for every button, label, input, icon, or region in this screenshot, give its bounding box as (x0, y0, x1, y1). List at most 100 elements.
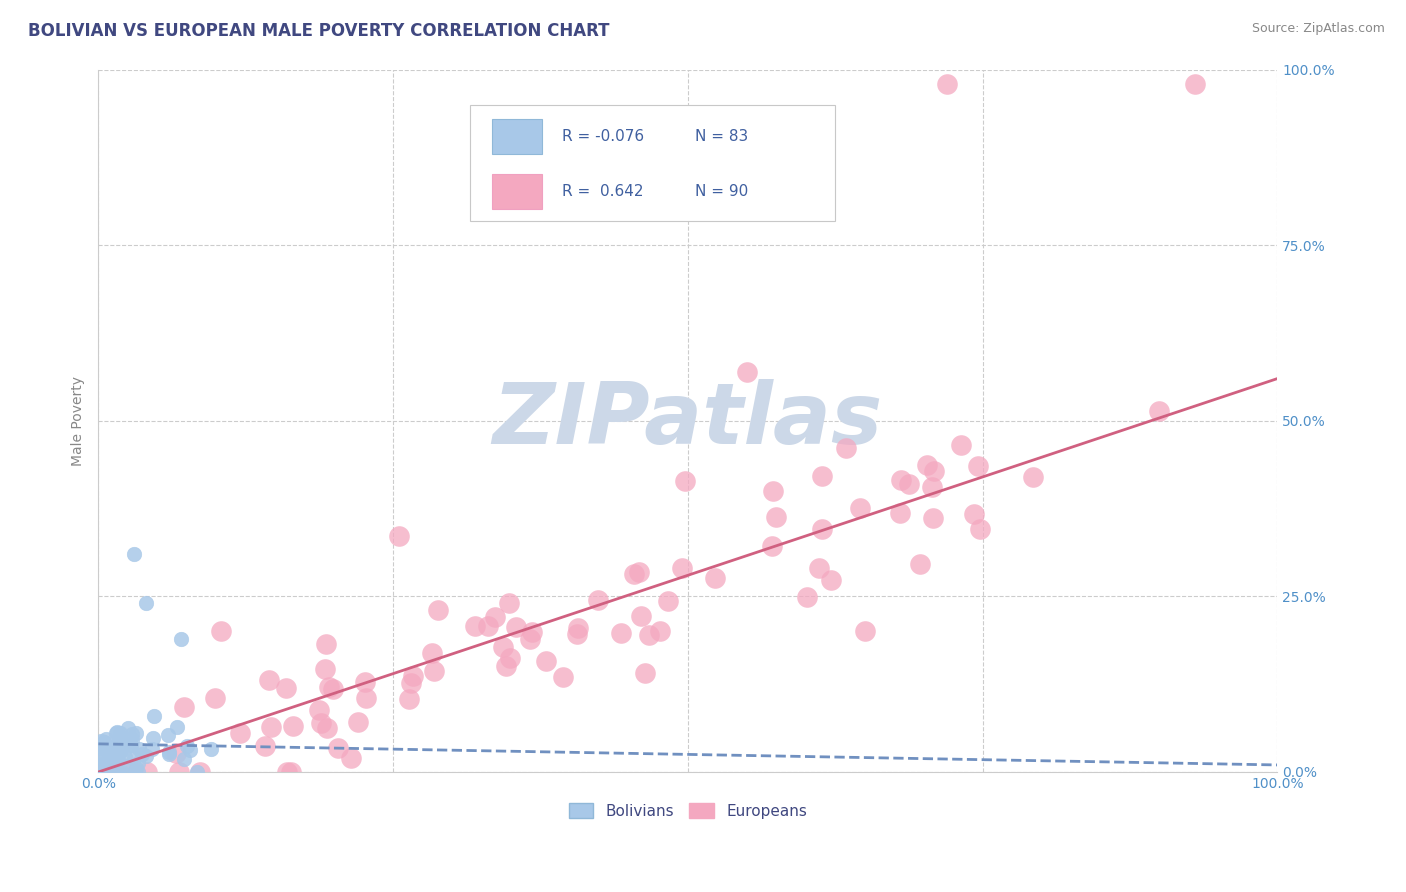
Point (101, 740, 124, 755)
Point (124, 764, 146, 779)
Point (170, 632, 193, 646)
Point (921, 511, 943, 525)
Point (89, 760, 111, 774)
Point (921, 480, 943, 494)
Point (166, 721, 188, 735)
Point (91, 760, 114, 774)
Point (567, 621, 589, 635)
Point (703, 571, 725, 585)
Point (135, 749, 157, 764)
Point (143, 709, 166, 723)
FancyBboxPatch shape (492, 119, 541, 153)
Point (173, 752, 195, 766)
Text: ZIPatlas: ZIPatlas (492, 379, 883, 462)
Point (586, 593, 609, 607)
Point (176, 739, 198, 754)
Point (354, 675, 377, 690)
Point (1147, 404, 1170, 418)
Point (104, 756, 127, 770)
Point (314, 662, 336, 676)
Point (100, 764, 122, 779)
Point (141, 742, 163, 756)
Point (498, 596, 520, 610)
Point (634, 665, 657, 680)
Point (190, 764, 212, 779)
Point (87, 750, 110, 764)
Point (519, 632, 541, 647)
Point (98, 761, 121, 775)
Point (131, 747, 153, 761)
Point (98, 755, 121, 769)
Point (963, 507, 986, 521)
Point (796, 590, 818, 604)
Point (128, 742, 150, 756)
Point (423, 664, 446, 678)
Point (121, 727, 143, 741)
Point (108, 739, 131, 753)
Point (117, 721, 139, 735)
Text: R = -0.076: R = -0.076 (562, 128, 644, 144)
Text: N = 90: N = 90 (695, 185, 748, 199)
Point (122, 764, 145, 779)
Point (94, 763, 117, 777)
Point (90, 734, 112, 748)
Point (136, 764, 159, 779)
Point (950, 438, 973, 452)
Point (492, 640, 515, 655)
Point (520, 624, 543, 639)
Point (908, 557, 931, 571)
Point (309, 715, 332, 730)
Point (118, 737, 141, 751)
Point (209, 624, 232, 638)
Point (969, 522, 991, 536)
Point (848, 500, 870, 515)
Point (627, 565, 650, 579)
Point (534, 654, 557, 668)
Point (630, 608, 652, 623)
Point (673, 474, 696, 488)
Point (94, 731, 117, 746)
Text: R =  0.642: R = 0.642 (562, 185, 643, 199)
Point (388, 529, 411, 543)
Point (97, 755, 120, 769)
Point (657, 593, 679, 607)
Point (96, 756, 118, 770)
Point (110, 731, 132, 746)
Point (127, 764, 149, 779)
Point (427, 603, 450, 617)
Point (110, 726, 132, 740)
Point (157, 747, 180, 761)
Point (553, 670, 575, 684)
Point (890, 473, 912, 487)
Point (127, 756, 149, 770)
Point (200, 742, 222, 756)
Point (1184, 77, 1206, 91)
Point (121, 733, 143, 747)
Point (104, 725, 127, 739)
Point (610, 625, 633, 640)
Point (107, 743, 129, 757)
Point (315, 721, 337, 735)
Point (253, 739, 276, 753)
Point (125, 726, 148, 740)
Legend: Bolivians, Europeans: Bolivians, Europeans (562, 797, 813, 824)
Point (623, 567, 645, 582)
Point (889, 506, 911, 520)
Point (167, 764, 190, 779)
Text: BOLIVIAN VS EUROPEAN MALE POVERTY CORRELATION CHART: BOLIVIAN VS EUROPEAN MALE POVERTY CORREL… (28, 22, 610, 40)
Point (499, 651, 522, 665)
Point (420, 647, 443, 661)
Y-axis label: Male Poverty: Male Poverty (72, 376, 86, 466)
Point (104, 750, 127, 764)
FancyBboxPatch shape (470, 104, 835, 220)
Point (477, 619, 499, 633)
Point (936, 77, 959, 91)
Point (318, 680, 340, 694)
Point (101, 740, 124, 755)
Point (650, 624, 672, 638)
Point (104, 764, 127, 779)
Point (762, 483, 785, 498)
Point (853, 624, 876, 639)
Point (105, 755, 128, 769)
Point (186, 764, 208, 779)
